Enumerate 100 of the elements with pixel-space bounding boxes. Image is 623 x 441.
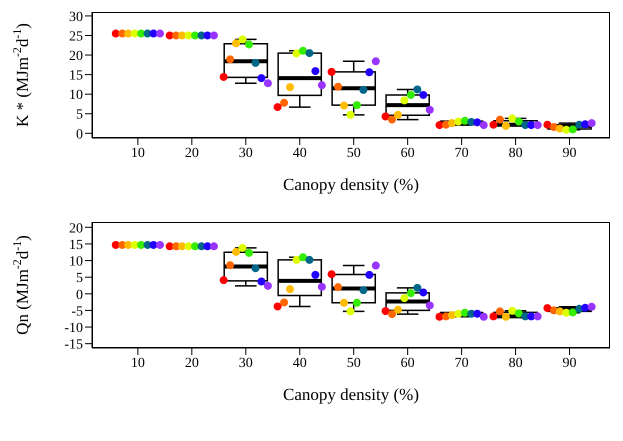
point — [137, 30, 146, 38]
point — [394, 110, 402, 119]
point — [292, 256, 300, 264]
point — [305, 256, 314, 264]
point — [352, 101, 361, 110]
point — [178, 31, 186, 40]
point — [251, 58, 260, 67]
point — [311, 67, 320, 76]
y-tick-label: 10 — [69, 88, 83, 104]
point — [568, 308, 577, 316]
point — [220, 72, 228, 81]
y-tick-label: 20 — [69, 49, 83, 64]
point — [232, 39, 240, 48]
point — [426, 106, 434, 114]
point — [406, 289, 415, 298]
point — [184, 242, 193, 250]
point — [311, 270, 320, 279]
x-tick-label: 30 — [238, 146, 253, 161]
point — [448, 311, 456, 320]
point — [588, 119, 596, 128]
x-tick-label: 40 — [292, 146, 307, 161]
point — [556, 307, 564, 316]
x-axis-title: Canopy density (%) — [283, 175, 419, 194]
x-tick-label: 70 — [454, 146, 469, 161]
point — [112, 240, 120, 249]
point — [365, 270, 374, 279]
point — [388, 310, 396, 318]
point — [257, 278, 266, 286]
point — [413, 284, 422, 292]
point — [245, 248, 254, 257]
point — [352, 298, 361, 307]
y-tick-label: 15 — [69, 238, 83, 253]
point — [232, 248, 240, 256]
point — [245, 40, 254, 48]
x-tick-label: 70 — [454, 356, 469, 371]
point — [264, 79, 272, 88]
point — [413, 85, 422, 94]
x-tick-label: 60 — [400, 146, 415, 161]
point — [400, 294, 408, 302]
point — [156, 30, 164, 38]
point — [426, 301, 434, 310]
x-axis-title: Canopy density (%) — [283, 385, 419, 404]
point — [543, 120, 552, 129]
point — [328, 270, 336, 278]
point — [372, 57, 380, 66]
y-tick-label: -5 — [71, 304, 83, 320]
point — [527, 121, 536, 130]
point — [274, 302, 282, 310]
point — [419, 288, 428, 296]
x-tick-label: 90 — [562, 146, 577, 161]
point — [448, 119, 456, 128]
point — [130, 240, 139, 249]
y-tick-label: 20 — [69, 221, 83, 236]
point — [496, 116, 504, 124]
point — [454, 118, 462, 126]
point — [130, 30, 139, 38]
point — [280, 98, 288, 107]
y-tick-label: 25 — [69, 29, 83, 44]
point — [508, 306, 516, 315]
point — [581, 120, 590, 128]
point — [334, 283, 342, 292]
point — [502, 312, 510, 321]
point — [394, 306, 402, 314]
point — [226, 261, 234, 270]
point — [280, 298, 288, 306]
y-tick-label: 5 — [76, 271, 83, 286]
x-tick-label: 80 — [508, 146, 523, 161]
x-tick-label: 40 — [292, 356, 307, 371]
point — [346, 110, 354, 119]
point — [496, 307, 504, 316]
point — [568, 125, 577, 134]
point — [454, 310, 462, 318]
point — [150, 240, 158, 249]
point — [191, 31, 200, 40]
point — [365, 68, 374, 76]
point — [346, 307, 354, 316]
point — [489, 312, 498, 320]
point — [286, 285, 294, 294]
point — [400, 96, 408, 104]
point — [340, 298, 348, 307]
point — [264, 282, 272, 290]
point — [298, 253, 307, 262]
point — [210, 242, 218, 250]
point — [124, 240, 132, 249]
point — [388, 116, 396, 124]
point — [359, 286, 368, 294]
point — [298, 46, 307, 55]
x-tick-label: 10 — [130, 146, 145, 161]
point — [238, 35, 247, 44]
y-tick-label: 0 — [76, 127, 83, 142]
point — [382, 112, 390, 120]
x-tick-label: 20 — [184, 146, 199, 161]
point — [534, 121, 542, 130]
point — [328, 68, 336, 76]
point — [210, 31, 218, 40]
point — [112, 30, 120, 38]
point — [156, 240, 164, 249]
x-tick-label: 80 — [508, 356, 523, 371]
point — [334, 82, 342, 91]
y-tick-label: 30 — [69, 10, 83, 25]
